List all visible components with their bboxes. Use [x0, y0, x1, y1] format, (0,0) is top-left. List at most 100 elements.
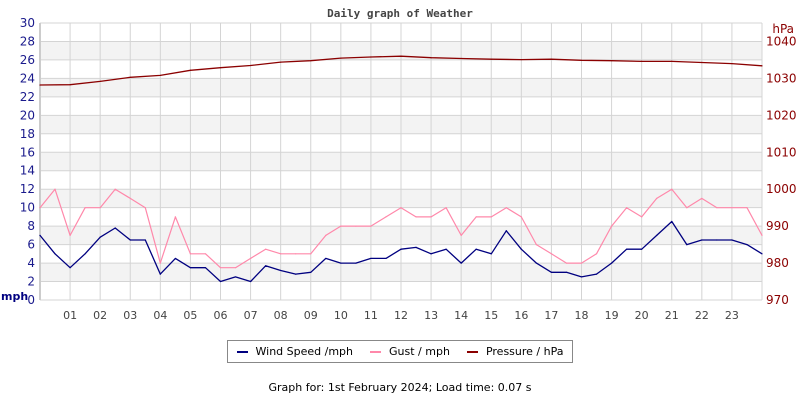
gust-swatch	[370, 350, 382, 353]
wind-speed-mph-point	[626, 248, 628, 250]
left-tick-label: 18	[20, 127, 35, 141]
gust-mph-point	[69, 234, 71, 236]
pressure-hpa-point	[490, 58, 492, 60]
pressure-hpa-point	[400, 55, 402, 57]
pressure-hpa-point	[671, 60, 673, 63]
wind-speed-mph-point	[370, 257, 372, 260]
gust-mph-point	[340, 225, 342, 227]
gust-mph-point	[475, 216, 477, 218]
x-tick-label: 10	[334, 309, 348, 322]
x-tick-label: 22	[695, 309, 709, 322]
gust-mph-point	[535, 244, 537, 246]
wind-speed-mph-point	[535, 262, 537, 264]
gust-mph-point	[370, 225, 372, 227]
pressure-hpa-point	[340, 57, 342, 59]
wind-speed-mph-point	[460, 262, 462, 264]
pressure-hpa-point	[310, 60, 312, 62]
left-tick-label: 16	[20, 145, 35, 159]
left-tick-label: 14	[20, 164, 35, 178]
gust-mph-point	[234, 267, 237, 269]
gust-mph-point	[325, 234, 327, 236]
wind-speed-mph-point	[144, 239, 146, 241]
x-tick-label: 06	[214, 309, 228, 322]
gust-mph-point	[656, 197, 658, 200]
wind-speed-mph-point	[189, 267, 192, 269]
left-tick-label: 26	[20, 53, 35, 67]
gust-mph-point	[686, 207, 688, 209]
legend-item-pressure: Pressure / hPa	[466, 345, 564, 358]
wind-speed-mph-point	[295, 273, 297, 275]
gust-mph-point	[430, 216, 432, 218]
left-tick-label: 2	[27, 275, 35, 289]
gust-mph-point	[219, 267, 222, 269]
x-tick-label: 21	[665, 309, 679, 322]
pressure-hpa-point	[520, 58, 522, 61]
wind-speed-mph-point	[385, 257, 387, 260]
wind-speed-mph-point	[505, 230, 507, 232]
x-tick-label: 15	[484, 309, 498, 322]
right-tick-label: 1040	[766, 34, 797, 48]
gust-mph-point	[129, 197, 131, 200]
wind-speed-mph-point	[580, 276, 583, 278]
gust-mph-point	[460, 234, 462, 236]
left-tick-label: 0	[27, 293, 35, 307]
left-tick-label: 4	[27, 256, 35, 270]
legend-gust-label: Gust / mph	[389, 345, 450, 358]
gust-mph-point	[355, 225, 357, 227]
wind-speed-mph-point	[249, 280, 252, 283]
right-tick-label: 1030	[766, 71, 797, 85]
wind-speed-mph-point	[701, 239, 703, 241]
wind-speed-mph-point	[565, 271, 568, 273]
gust-mph-point	[490, 216, 492, 218]
gust-mph-point	[385, 216, 387, 218]
gust-mph-point	[641, 216, 643, 218]
x-tick-label: 01	[63, 309, 77, 322]
right-axis-unit: hPa	[772, 22, 794, 36]
wind-speed-mph-point	[746, 244, 748, 246]
x-tick-label: 20	[635, 309, 649, 322]
pressure-hpa-point	[39, 84, 41, 86]
wind-speed-mph-point	[716, 239, 718, 241]
right-tick-label: 970	[766, 293, 789, 307]
gust-mph-point	[174, 216, 176, 218]
gust-mph-point	[189, 253, 192, 255]
gust-mph-point	[415, 216, 417, 218]
gust-mph-point	[731, 207, 733, 209]
gust-mph-point	[550, 253, 553, 255]
left-tick-label: 10	[20, 201, 35, 215]
left-tick-label: 8	[27, 219, 35, 233]
x-tick-label: 17	[544, 309, 558, 322]
gust-mph-point	[580, 262, 583, 264]
right-tick-label: 1010	[766, 145, 797, 159]
chart-title: Daily graph of Weather	[327, 7, 473, 20]
wind-speed-mph-point	[475, 248, 477, 250]
legend-item-wind: Wind Speed /mph	[236, 345, 353, 358]
x-tick-label: 12	[394, 309, 408, 322]
pressure-hpa-point	[701, 61, 703, 64]
left-tick-label: 12	[20, 182, 35, 196]
gust-mph-point	[610, 225, 613, 227]
gust-mph-point	[400, 207, 402, 209]
right-tick-label: 1000	[766, 182, 797, 196]
gust-mph-point	[701, 197, 703, 200]
wind-speed-mph-point	[219, 280, 222, 283]
gust-mph-point	[280, 253, 282, 255]
wind-speed-mph-point	[340, 262, 342, 264]
wind-speed-mph-point	[265, 265, 267, 267]
gust-mph-point	[505, 207, 507, 209]
pressure-hpa-point	[641, 60, 643, 63]
x-tick-label: 13	[424, 309, 438, 322]
gust-mph-point	[114, 188, 116, 190]
x-tick-label: 02	[93, 309, 107, 322]
gust-mph-point	[520, 216, 522, 218]
x-tick-label: 03	[123, 309, 137, 322]
wind-speed-mph-point	[490, 253, 492, 255]
left-tick-label: 6	[27, 238, 35, 252]
pressure-hpa-point	[460, 57, 462, 60]
pressure-swatch	[466, 350, 478, 353]
gust-mph-point	[54, 188, 56, 190]
x-tick-label: 07	[244, 309, 258, 322]
legend-pressure-label: Pressure / hPa	[485, 345, 564, 358]
gust-mph-point	[144, 207, 146, 209]
